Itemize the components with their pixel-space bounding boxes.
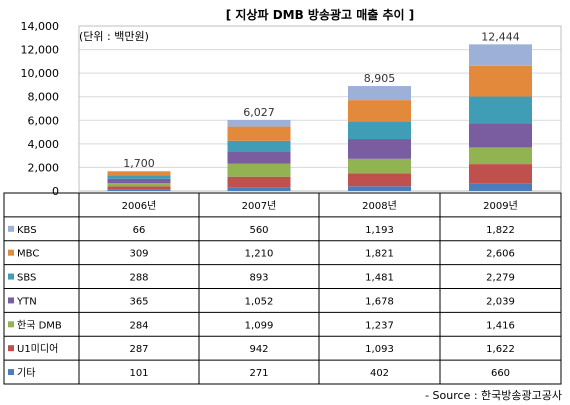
bar-segment <box>348 121 411 140</box>
table-cell-value: 1,099 <box>245 320 274 331</box>
bar-segment <box>348 86 411 101</box>
bar-segment <box>107 171 171 176</box>
bar-segment <box>469 44 532 66</box>
table-cell-value: 1,821 <box>365 249 394 260</box>
table-cell-value: 271 <box>249 368 268 379</box>
category-label: 2006년 <box>122 200 157 212</box>
legend-label: MBC <box>17 249 39 260</box>
table-cell-value: 2,279 <box>486 273 515 284</box>
table-cell-value: 1,678 <box>365 296 394 307</box>
bar-segment <box>348 100 411 122</box>
legend-label: YTN <box>16 296 37 307</box>
y-tick-label: 14,000 <box>21 20 60 33</box>
table-cell-value: 365 <box>129 296 148 307</box>
bar-segment <box>348 139 411 159</box>
total-label: 6,027 <box>243 106 275 119</box>
category-label: 2007년 <box>242 200 277 212</box>
bar-segment <box>227 187 291 191</box>
legend-swatch <box>8 369 14 376</box>
table-cell-value: 1,237 <box>365 320 394 331</box>
bars <box>107 44 532 191</box>
legend-swatch <box>8 225 14 232</box>
table-cell-value: 1,052 <box>245 296 274 307</box>
table-cell-value: 288 <box>129 273 148 284</box>
y-tick-label: 8,000 <box>28 91 60 104</box>
plot-frame <box>78 25 562 192</box>
bar-segment <box>227 151 291 164</box>
legend-swatch <box>8 297 14 304</box>
bar-segment <box>227 163 291 177</box>
legend-label: 한국 DMB <box>17 319 62 331</box>
table-cell-value: 2,039 <box>486 296 515 307</box>
total-labels: 1,700 6,027 8,905 12,444 <box>123 30 520 170</box>
bar-segment <box>469 147 532 165</box>
table-cell-value: 2,606 <box>486 249 515 260</box>
chart-title: [ 지상파 DMB 방송광고 매출 추이 ] <box>226 7 415 22</box>
table-cell-value: 309 <box>129 249 148 260</box>
bar-segment <box>469 96 532 124</box>
table-cell-value: 1,193 <box>365 225 394 236</box>
table-cell-value: 560 <box>249 225 268 236</box>
total-label: 12,444 <box>481 30 520 43</box>
table-cell-value: 1,093 <box>365 344 394 355</box>
table-cell-value: 1,416 <box>486 320 515 331</box>
y-tick-label: 4,000 <box>28 138 60 151</box>
legend-swatch <box>8 249 14 256</box>
bar-segment <box>227 176 291 188</box>
bar-segment <box>107 178 171 184</box>
table-cell-value: 1,481 <box>365 273 394 284</box>
table-cell-value: 101 <box>129 368 148 379</box>
bar-segment <box>469 123 532 148</box>
bar-segment <box>107 186 171 190</box>
bar-segment <box>469 164 532 184</box>
table-cell-value: 1,622 <box>486 344 515 355</box>
y-tick-label: 12,000 <box>21 44 60 57</box>
bar-segment <box>227 140 291 152</box>
total-label: 1,700 <box>123 157 155 170</box>
bar-segment <box>107 170 171 172</box>
legend-swatch <box>8 345 14 352</box>
total-label: 8,905 <box>364 72 396 85</box>
table-cell-value: 1,822 <box>486 225 515 236</box>
y-axis: 0 2,000 4,000 6,000 8,000 10,000 12,000 14,000 <box>21 20 60 198</box>
bar-segment <box>107 175 171 179</box>
table-cell-value: 284 <box>129 320 148 331</box>
table-cell-value: 402 <box>370 368 389 379</box>
table-cell-value: 893 <box>249 273 268 284</box>
y-tick-label: 2,000 <box>28 161 60 174</box>
y-tick-label: 10,000 <box>21 67 60 80</box>
legend-label: KBS <box>17 225 37 236</box>
table-cell-value: 66 <box>133 225 146 236</box>
category-label: 2009년 <box>483 200 518 212</box>
table-cell-value: 287 <box>129 344 148 355</box>
table-cell-value: 660 <box>491 368 510 379</box>
data-table: 2006년 2007년 2008년 2009년 KBS 66 560 1,193 1,822 MB… <box>3 192 562 385</box>
source-note: - Source : 한국방송광고공사 <box>425 389 562 402</box>
legend-label: 기타 <box>17 367 35 379</box>
bar-segment <box>227 119 291 127</box>
legend-label: U1미디어 <box>17 343 58 355</box>
legend-swatch <box>8 273 14 280</box>
table-cell-value: 942 <box>249 344 268 355</box>
bar-segment <box>348 173 411 187</box>
bar-segment <box>227 126 291 141</box>
bar-segment <box>107 189 171 191</box>
gridlines <box>78 25 562 192</box>
bar-segment <box>348 158 411 174</box>
unit-label: (단위 : 백만원) <box>79 30 149 43</box>
bar-segment <box>469 183 532 191</box>
legend-swatch <box>8 321 14 328</box>
table-cell-value: 1,210 <box>245 249 274 260</box>
y-tick-label: 6,000 <box>28 114 60 127</box>
y-tick-label: 0 <box>52 185 59 198</box>
category-label: 2008년 <box>362 200 397 212</box>
legend-label: SBS <box>17 273 36 284</box>
bar-segment <box>348 186 411 191</box>
bar-segment <box>107 183 171 187</box>
bar-segment <box>469 65 532 97</box>
